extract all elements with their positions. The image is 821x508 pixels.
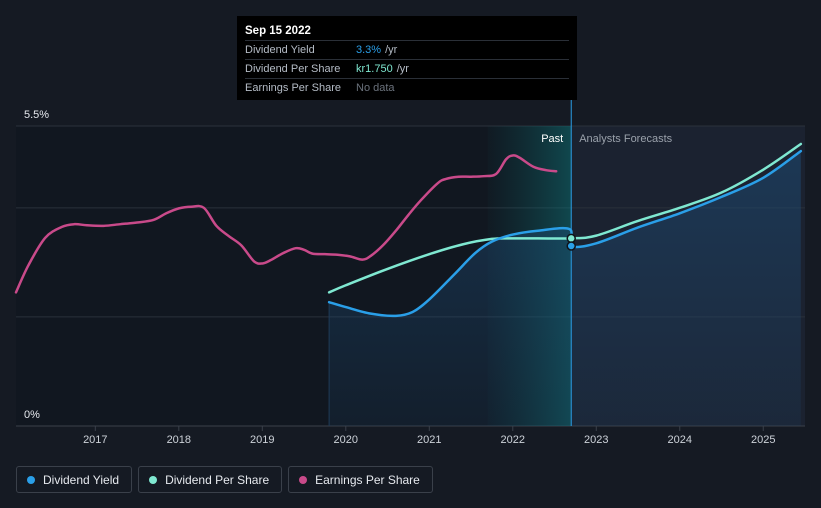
y-axis-top-label: 5.5% [24, 109, 49, 121]
x-tick-label: 2022 [501, 434, 525, 446]
x-tick-label: 2017 [83, 434, 107, 446]
series-marker [566, 233, 576, 244]
tooltip-row-earnings-per-share: Earnings Per Share No data [245, 79, 569, 97]
tooltip-label: Earnings Per Share [245, 82, 341, 94]
y-axis-bottom-label: 0% [24, 409, 40, 421]
x-tick-label: 2024 [668, 434, 692, 446]
tooltip-value: 3.3% [356, 44, 382, 56]
dividend-yield-dot-icon [27, 475, 35, 484]
earnings-per-share-dot-icon [299, 475, 308, 484]
tooltip-row-dividend-yield: Dividend Yield 3.3% /yr [245, 41, 569, 60]
tooltip: Sep 15 2022 Dividend Yield 3.3% /yr Divi… [237, 16, 577, 100]
legend-item-dividend-per-share[interactable]: Dividend Per Share [138, 466, 283, 493]
x-tick-label: 2023 [584, 434, 608, 446]
legend-label: Earnings Per Share [315, 472, 420, 487]
past-label: Past [541, 133, 563, 145]
legend: Dividend Yield Dividend Per Share Earnin… [16, 466, 433, 493]
forecast-label: Analysts Forecasts [579, 133, 672, 145]
legend-item-earnings-per-share[interactable]: Earnings Per Share [288, 466, 433, 493]
x-tick-label: 2020 [334, 434, 358, 446]
dividend-per-share-dot-icon [149, 475, 158, 484]
legend-label: Dividend Yield [43, 472, 120, 487]
tooltip-label: Dividend Per Share [245, 63, 341, 75]
dividend-per-share-line [327, 142, 803, 294]
series-markers [566, 233, 576, 251]
tooltip-value: No data [356, 82, 395, 94]
tooltip-unit: /yr [385, 44, 398, 56]
tooltip-date: Sep 15 2022 [245, 22, 569, 41]
series-lines [14, 142, 803, 426]
x-tick-label: 2018 [167, 434, 191, 446]
dividend-yield-area [329, 151, 801, 426]
x-axis: 2017 2018 2019 2020 2021 2022 2023 2024 2025 [83, 426, 775, 446]
x-tick-label: 2025 [751, 434, 775, 446]
tooltip-value: kr1.750 [356, 63, 393, 75]
dividend-yield-line [327, 149, 803, 318]
x-tick-label: 2019 [250, 434, 274, 446]
tooltip-label: Dividend Yield [245, 44, 315, 56]
legend-label: Dividend Per Share [165, 472, 270, 487]
earnings-per-share-line [14, 154, 558, 294]
x-tick-label: 2021 [417, 434, 441, 446]
series-marker [566, 241, 576, 251]
legend-item-dividend-yield[interactable]: Dividend Yield [16, 466, 133, 493]
tooltip-unit: /yr [396, 63, 409, 75]
tooltip-row-dividend-per-share: Dividend Per Share kr1.750 /yr [245, 60, 569, 79]
